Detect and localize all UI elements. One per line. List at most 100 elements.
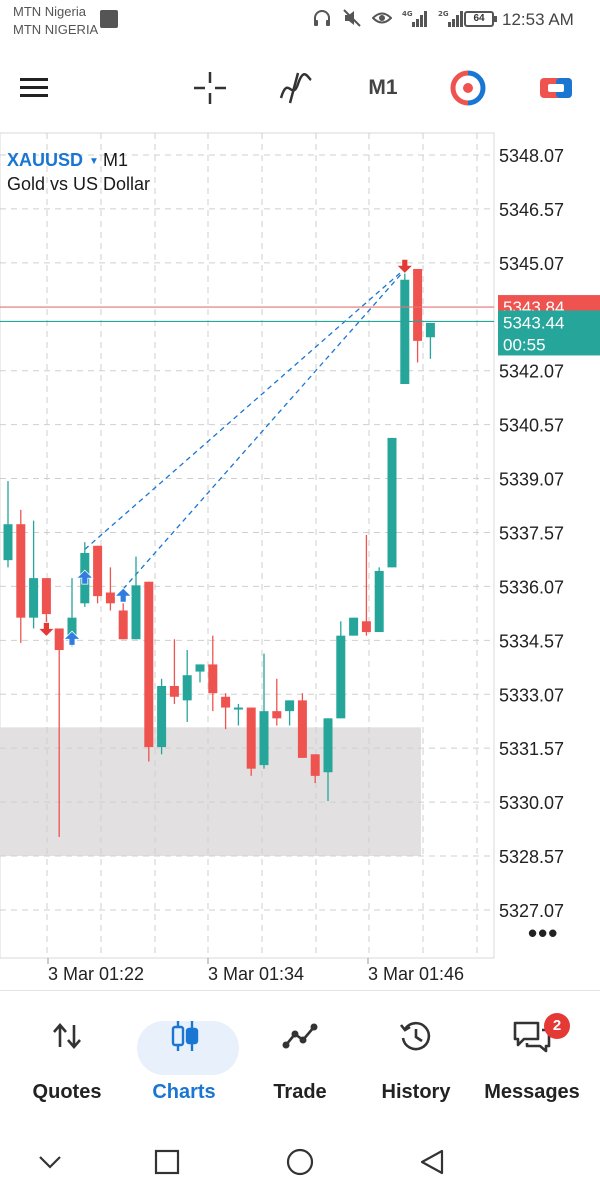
- crosshair-button[interactable]: [188, 66, 232, 110]
- nav-label-history: History: [381, 1081, 451, 1103]
- price-chart[interactable]: 5348.07 5346.57 5345.07 5342.07 5340.57 5339.…: [0, 0, 600, 990]
- candle-body: [259, 711, 269, 766]
- indicators-button[interactable]: [274, 66, 318, 110]
- carrier-name-1: MTN Nigeria: [13, 4, 86, 19]
- nav-trade[interactable]: Trade: [240, 991, 360, 1123]
- candle-body: [361, 621, 371, 633]
- candle-body: [310, 754, 320, 776]
- network-activity-icon: [100, 10, 118, 28]
- candle-body: [387, 437, 397, 568]
- mute-icon: [343, 9, 361, 27]
- symbol-name[interactable]: XAUUSD: [7, 150, 84, 170]
- net-type-label-1: 4G: [402, 10, 413, 18]
- buy-marker-icon: [75, 569, 94, 585]
- indicators-icon: [279, 72, 312, 104]
- candle-body: [93, 545, 103, 597]
- candle-body: [425, 322, 435, 338]
- symbol-dropdown-icon[interactable]: ▼: [89, 156, 99, 167]
- price-axis-label: 5346.57: [499, 200, 564, 220]
- net-type-label-2: 2G: [438, 10, 449, 18]
- signal-4g-icon: 4G: [402, 10, 427, 27]
- candle-body: [374, 570, 384, 633]
- back-button[interactable]: [416, 1146, 448, 1178]
- new-order-button[interactable]: [534, 66, 578, 110]
- candle-body: [41, 578, 51, 615]
- bid-price-box: [498, 310, 600, 356]
- nav-label-trade: Trade: [273, 1081, 327, 1103]
- menu-icon: [20, 78, 48, 97]
- nav-messages[interactable]: 2 Messages: [472, 991, 592, 1123]
- time-axis-label: 3 Mar 01:46: [368, 964, 464, 984]
- bottom-navigation: Quotes Charts Trade: [0, 990, 600, 1122]
- home-circle-icon: [286, 1148, 314, 1176]
- status-clock: 12:53 AM: [502, 10, 574, 29]
- candle-body: [285, 700, 295, 712]
- crosshair-icon: [194, 72, 226, 104]
- home-button[interactable]: [284, 1146, 316, 1178]
- price-axis-label: 5336.07: [499, 577, 564, 597]
- price-axis-label: 5340.57: [499, 416, 564, 436]
- nav-label-messages: Messages: [484, 1081, 580, 1103]
- price-axis-label: 5328.57: [499, 847, 564, 867]
- messages-badge: 2: [544, 1013, 570, 1039]
- candle-body: [118, 610, 128, 640]
- quotes-icon: [47, 1019, 87, 1053]
- candle-body: [413, 268, 423, 341]
- price-axis-label: 5339.07: [499, 470, 564, 490]
- candle-body: [169, 685, 179, 697]
- more-options-icon[interactable]: •••: [528, 918, 559, 948]
- candle-body: [400, 279, 410, 385]
- candle-body: [54, 628, 64, 651]
- price-axis-label: 5334.57: [499, 631, 564, 651]
- time-axis-label: 3 Mar 01:34: [208, 964, 304, 984]
- charts-icon: [164, 1019, 204, 1053]
- candle-body: [16, 524, 26, 618]
- price-axis-label: 5348.07: [499, 146, 564, 166]
- nav-label-charts: Charts: [152, 1081, 216, 1103]
- symbol-description: Gold vs US Dollar: [7, 174, 151, 194]
- nav-history[interactable]: History: [356, 991, 476, 1123]
- candle-body: [336, 635, 346, 719]
- carrier-name-2: MTN NIGERIA: [13, 22, 99, 37]
- bar-countdown-label: 00:55: [503, 335, 546, 354]
- candle-body: [272, 711, 282, 719]
- signal-2g-icon: 2G: [438, 10, 463, 27]
- bid-price-label: 5343.44: [503, 313, 564, 332]
- candle-body: [131, 585, 141, 640]
- sell-marker-icon: [395, 258, 414, 274]
- candle-body: [349, 617, 359, 636]
- price-axis-label: 5345.07: [499, 254, 564, 274]
- one-click-trading-icon: [450, 70, 486, 106]
- candle-body: [221, 696, 231, 708]
- one-click-trading-button[interactable]: [446, 66, 490, 110]
- nav-quotes[interactable]: Quotes: [7, 991, 127, 1123]
- candle-body: [3, 524, 13, 561]
- candle-body: [297, 700, 307, 758]
- battery-indicator: 64: [464, 11, 497, 27]
- chevron-down-icon: [39, 1156, 61, 1169]
- timeframe-button[interactable]: M1: [368, 76, 398, 99]
- candle-body: [323, 718, 333, 773]
- candle-body: [182, 675, 192, 701]
- nav-charts[interactable]: Charts: [124, 991, 244, 1123]
- time-axis-label: 3 Mar 01:22: [48, 964, 144, 984]
- back-triangle-icon: [420, 1149, 444, 1175]
- buy-marker-icon: [63, 630, 81, 646]
- hide-keyboard-button[interactable]: [34, 1146, 66, 1178]
- trade-nav-icon: [280, 1019, 320, 1053]
- candle-body: [233, 707, 243, 710]
- candle-body: [67, 617, 77, 640]
- support-zone: [0, 727, 421, 857]
- recents-button[interactable]: [151, 1146, 183, 1178]
- menu-button[interactable]: [12, 66, 56, 110]
- status-icons: 4G 2G: [312, 9, 464, 27]
- candle-body: [144, 581, 154, 748]
- eye-icon: [372, 12, 392, 24]
- sell-marker-icon: [37, 622, 56, 638]
- candle-body: [29, 578, 39, 618]
- candle-body: [195, 664, 205, 672]
- symbol-timeframe: M1: [103, 150, 129, 170]
- recents-square-icon: [154, 1149, 180, 1175]
- headset-icon: [314, 10, 330, 26]
- candle-body: [157, 685, 167, 748]
